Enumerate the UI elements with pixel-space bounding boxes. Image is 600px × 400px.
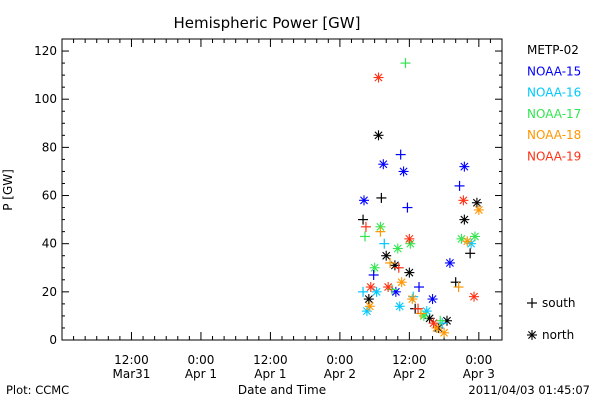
y-tick-label: 40 (42, 237, 57, 251)
north-point (404, 267, 415, 278)
series-noaa-17 (359, 58, 480, 326)
south-point (435, 315, 446, 326)
legend-marker-label: north (542, 328, 574, 342)
south-point (360, 221, 371, 232)
x-axis-label: Date and Time (238, 383, 326, 397)
y-axis: 0 20 40 60 80 100 120 (34, 38, 502, 347)
legend-south-marker (527, 298, 537, 308)
north-point (471, 197, 482, 208)
footer-credit: Plot: CCMC (6, 383, 69, 397)
y-tick-label: 60 (42, 189, 57, 203)
north-point (444, 257, 455, 268)
chart-title: Hemispheric Power [GW] (174, 14, 361, 32)
south-point (359, 231, 370, 242)
north-point (473, 204, 484, 215)
legend-entry: NOAA-16 (527, 86, 581, 100)
legend: METP-02 NOAA-15 NOAA-16 NOAA-17 NOAA-18 NOAA-… (527, 43, 581, 342)
north-point (381, 250, 392, 261)
south-point (437, 318, 448, 329)
plot-frame (61, 38, 503, 341)
north-point (405, 238, 416, 249)
north-point (469, 231, 480, 242)
x-tick-date: Mar31 (113, 367, 151, 381)
north-point (383, 282, 394, 293)
x-tick-date: Apr 1 (185, 367, 217, 381)
north-point (396, 277, 407, 288)
x-tick-date: Apr 2 (393, 367, 425, 381)
legend-entry: NOAA-19 (527, 150, 581, 164)
north-point (418, 310, 429, 321)
y-tick-label: 100 (34, 92, 57, 106)
north-point (394, 301, 405, 312)
south-point (376, 192, 387, 203)
y-tick-label: 80 (42, 140, 57, 154)
north-point (373, 130, 384, 141)
south-point (385, 257, 396, 268)
south-point (465, 248, 476, 259)
north-point (378, 159, 389, 170)
legend-entry: NOAA-18 (527, 128, 581, 142)
north-point (458, 195, 469, 206)
north-point (427, 294, 438, 305)
south-point (375, 226, 386, 237)
x-tick-label: 12:00 (392, 353, 427, 367)
north-point (365, 282, 376, 293)
south-point (402, 202, 413, 213)
north-point (398, 166, 409, 177)
south-point (453, 282, 464, 293)
north-point (373, 72, 384, 83)
north-point (462, 236, 473, 247)
south-point (379, 238, 390, 249)
south-point (358, 286, 369, 297)
south-point (450, 277, 461, 288)
legend-entry: NOAA-15 (527, 64, 581, 78)
south-point (454, 180, 465, 191)
north-point (363, 294, 374, 305)
x-tick-label: 0:00 (465, 353, 492, 367)
legend-north-marker (527, 330, 537, 340)
south-point (395, 149, 406, 160)
south-point (413, 303, 424, 314)
north-point (469, 291, 480, 302)
south-point (393, 262, 404, 273)
x-tick-label: 0:00 (187, 353, 214, 367)
data-points (358, 58, 484, 338)
north-point (428, 318, 439, 329)
north-point (364, 301, 375, 312)
series-noaa-15 (359, 149, 470, 305)
y-tick-label: 0 (49, 333, 57, 347)
legend-marker-label: south (542, 296, 576, 310)
north-point (439, 327, 450, 338)
y-tick-label: 20 (42, 285, 57, 299)
x-tick-label: 12:00 (253, 353, 288, 367)
footer-timestamp: 2011/04/03 01:45:07 (468, 383, 590, 397)
south-point (368, 269, 379, 280)
series-noaa-19 (360, 72, 480, 329)
north-point (371, 286, 382, 297)
south-point (414, 282, 425, 293)
north-point (459, 161, 470, 172)
legend-entry: NOAA-17 (527, 107, 581, 121)
north-point (359, 195, 370, 206)
north-point (459, 214, 470, 225)
x-tick-date: Apr 2 (324, 367, 356, 381)
north-point (404, 233, 415, 244)
y-tick-label: 120 (34, 44, 57, 58)
y-axis-label: P [GW] (1, 169, 15, 211)
x-tick-label: 12:00 (114, 353, 149, 367)
legend-entry: METP-02 (527, 43, 579, 57)
x-tick-label: 0:00 (326, 353, 353, 367)
south-point (400, 58, 411, 69)
x-tick-date: Apr 3 (463, 367, 495, 381)
north-point (392, 243, 403, 254)
north-point (407, 294, 418, 305)
x-tick-date: Apr 1 (254, 367, 286, 381)
north-point (369, 262, 380, 273)
south-point (358, 214, 369, 225)
